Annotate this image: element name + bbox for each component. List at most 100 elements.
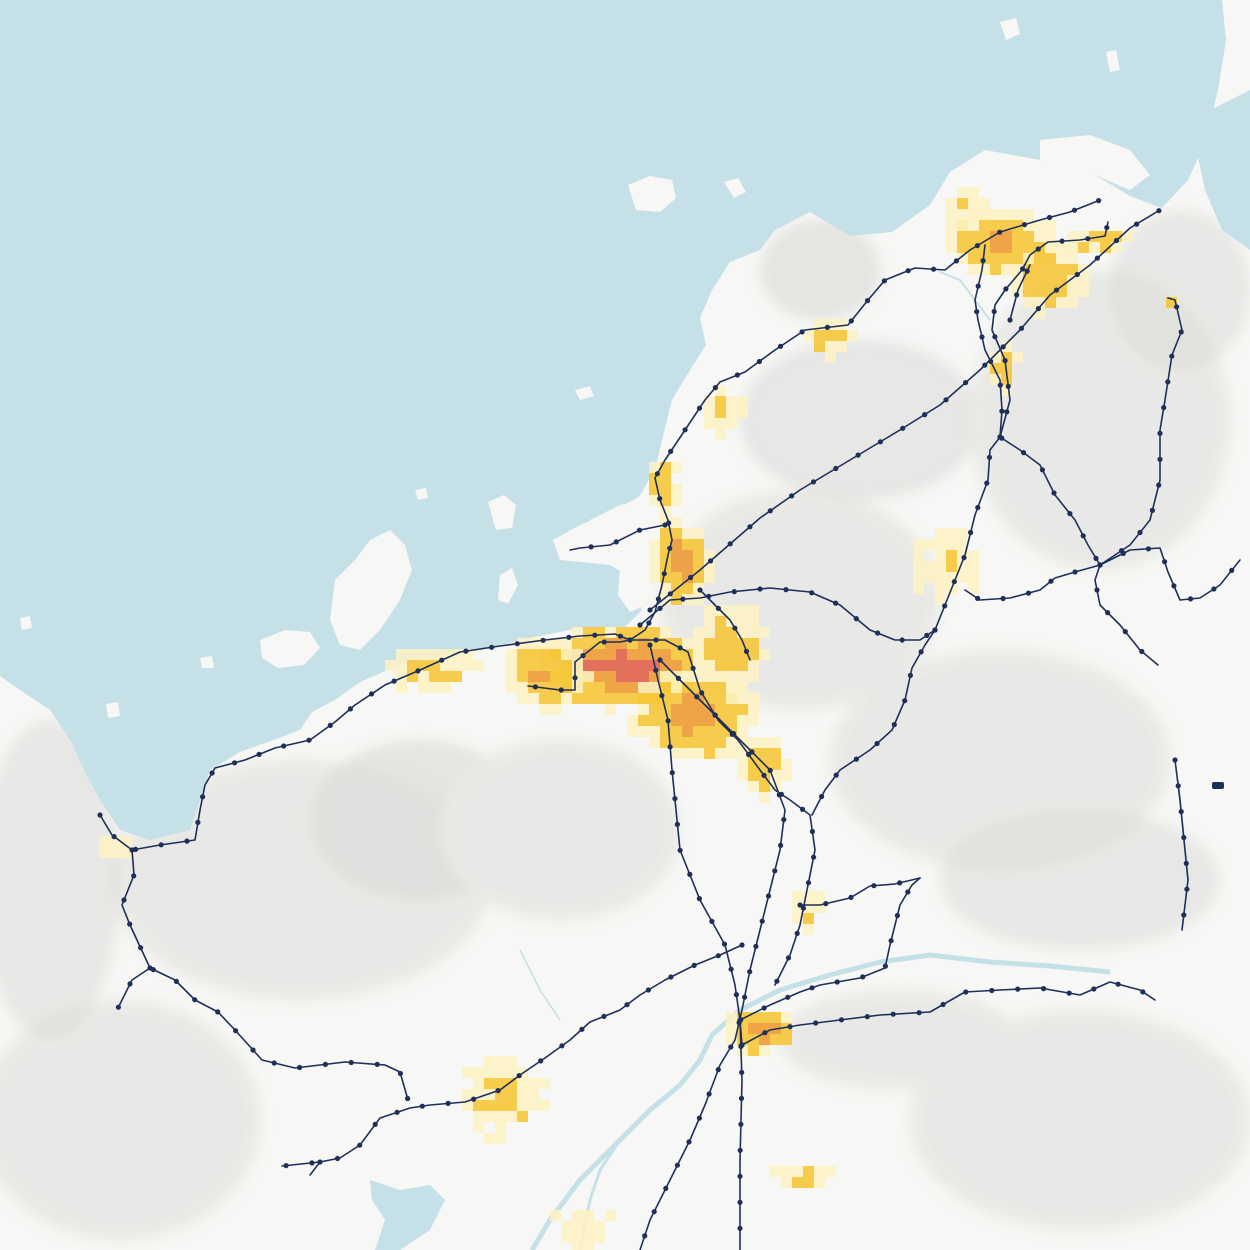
density-cell [121,836,132,847]
density-cell [704,660,715,671]
density-cell [495,1067,506,1078]
density-cell [737,671,748,682]
density-cell [407,660,418,671]
density-cell [627,649,638,660]
density-cell [660,484,671,495]
density-cell [594,693,605,704]
station-dot [924,632,930,639]
station-dot [1074,271,1080,278]
density-cell [550,693,561,704]
station-dot [877,439,884,445]
density-cell [803,1177,814,1188]
station-dot [888,938,894,944]
station-dot [250,1047,256,1053]
density-cell [638,627,649,638]
density-cell [1045,297,1056,308]
density-cell [748,1023,759,1034]
density-cell [957,539,968,550]
station-dot [646,620,652,626]
station-dot [767,767,773,774]
density-cell [616,693,627,704]
density-cell [704,638,715,649]
density-cell [1012,253,1023,264]
station-dot [951,579,957,585]
station-dot [674,821,681,828]
density-cell [550,638,561,649]
density-cell [946,231,957,242]
density-cell [429,682,440,693]
station-dot [538,1058,544,1064]
density-cell [759,1023,770,1034]
density-cell [1166,297,1177,308]
station-dot [1024,268,1030,274]
density-cell [737,407,748,418]
density-cell [682,649,693,660]
density-cell [1023,242,1034,253]
density-cell [484,1133,495,1144]
station-dot [940,1001,946,1008]
density-cell [660,495,671,506]
density-cell [990,352,1001,363]
station-dot [688,574,694,581]
station-dot [348,1059,354,1066]
density-cell [704,616,715,627]
rail-line [309,1161,321,1176]
density-cell [473,1111,484,1122]
station-dot [706,593,712,599]
density-cell [583,671,594,682]
density-cell [583,1221,594,1232]
density-cell [638,671,649,682]
density-cell [726,660,737,671]
station-dot [810,479,817,485]
density-cell [517,1078,528,1089]
density-cell [517,660,528,671]
density-cell [671,495,682,506]
density-cell [715,660,726,671]
density-cell [957,187,968,198]
density-cell [957,209,968,220]
station-dot [667,744,673,750]
density-cell [836,330,847,341]
density-cell [1023,209,1034,220]
density-cell [583,1232,594,1243]
station-dot [439,657,445,663]
density-cell [693,715,704,726]
density-cell [737,605,748,616]
density-cell [1001,385,1012,396]
density-cell [726,605,737,616]
density-cell [737,759,748,770]
station-dot [309,1160,315,1166]
station-dot [905,268,911,274]
density-cell [726,638,737,649]
station-dot [1039,467,1045,473]
station-dot [654,471,661,477]
density-cell [836,319,847,330]
station-dot [297,1064,303,1071]
station-dot [158,842,164,848]
density-cell [1012,264,1023,275]
density-cell [715,682,726,693]
density-cell [682,748,693,759]
density-cell [968,231,979,242]
density-cell [913,583,924,594]
station-dot [669,770,675,776]
density-cell [638,682,649,693]
density-cell [627,660,638,671]
station-dot [761,1005,767,1011]
density-cell [660,737,671,748]
station-dot [739,1069,745,1075]
station-dot [1005,383,1011,389]
density-cell [671,726,682,737]
density-cell [462,1067,473,1078]
density-cell [1034,264,1045,275]
station-dot [799,329,805,335]
density-cell [726,418,737,429]
density-cell [462,660,473,671]
density-cell [1122,231,1133,242]
density-cell [946,550,957,561]
station-dot [848,318,854,324]
terrain-patch [0,1000,260,1240]
station-dot [1071,207,1078,213]
density-cell [715,627,726,638]
